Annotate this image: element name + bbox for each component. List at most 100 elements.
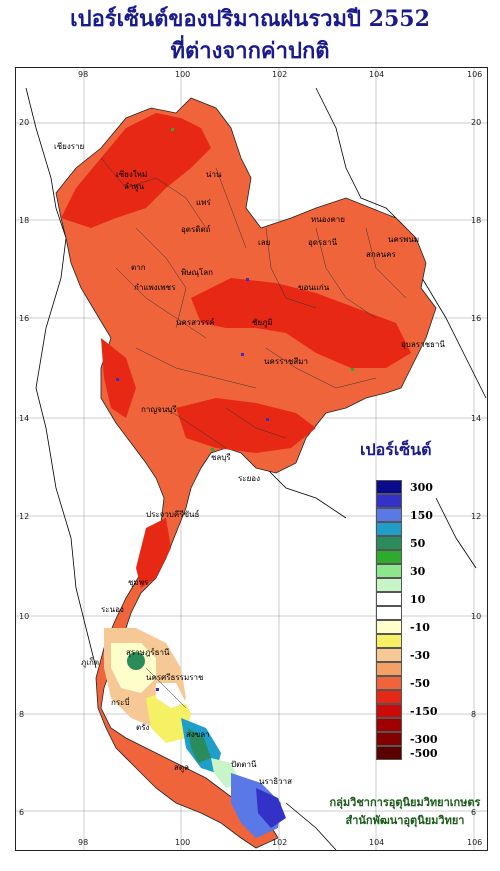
- city-label: กระบี่: [111, 698, 130, 707]
- map-title-line1: เปอร์เซ็นต์ของปริมาณฝนรวมปี 2552: [70, 6, 430, 32]
- city-label: ปัตตานี: [231, 760, 257, 769]
- lon-tick-label: 100: [175, 70, 191, 79]
- rainfall-map: [16, 68, 487, 851]
- lon-tick-label-bottom: 100: [175, 838, 191, 847]
- lat-tick-label-right: 18: [471, 216, 482, 225]
- legend-swatch: [376, 634, 402, 648]
- map-frame: 98 100 102 104 106 98 100 102 104 106 20…: [15, 67, 488, 851]
- legend-label: 50: [410, 537, 426, 550]
- lon-tick-label-bottom: 98: [78, 838, 89, 847]
- credit-line1: กลุ่มวิชาการอุตุนิยมวิทยาเกษตร: [329, 796, 481, 809]
- city-label: สตูล: [174, 763, 189, 772]
- lon-tick-label-bottom: 106: [467, 838, 483, 847]
- legend-swatch: [376, 536, 402, 550]
- province-borders: [100, 157, 407, 709]
- lon-tick-label: 104: [369, 70, 385, 79]
- legend-swatch: [376, 480, 402, 494]
- legend-swatch: [376, 578, 402, 592]
- legend-label: 150: [410, 509, 433, 522]
- legend-swatch: [376, 648, 402, 662]
- city-label: ชุมพร: [128, 578, 149, 587]
- legend-label: 300: [410, 481, 433, 494]
- city-label: นครสวรรค์: [176, 318, 215, 327]
- city-label: ชลบุรี: [211, 453, 231, 462]
- city-label: ประจวบคีรีขันธ์: [146, 510, 200, 519]
- map-title-line2: ที่ต่างจากค่าปกติ: [170, 38, 330, 64]
- legend-swatch: [376, 718, 402, 732]
- legend-label: -10: [410, 621, 430, 634]
- lat-tick-label-right: 10: [471, 612, 482, 621]
- legend-swatch: [376, 522, 402, 536]
- city-label: ระยอง: [238, 474, 260, 483]
- lat-tick-label: 10: [19, 612, 30, 621]
- legend-label: -30: [410, 649, 430, 662]
- lon-tick-label-bottom: 102: [272, 838, 288, 847]
- city-label: สงขลา: [186, 730, 210, 739]
- south-zones: [104, 628, 286, 838]
- legend-label: 30: [410, 565, 426, 578]
- legend-swatch: [376, 494, 402, 508]
- legend-swatch: [376, 704, 402, 718]
- lon-tick-label: 98: [78, 70, 89, 79]
- legend-label: -500: [410, 747, 438, 760]
- lat-tick-label: 14: [19, 414, 30, 423]
- legend-swatch: [376, 550, 402, 564]
- city-label: เชียงราย: [54, 142, 85, 151]
- lat-tick-label-right: 8: [471, 710, 477, 719]
- legend-swatch: [376, 690, 402, 704]
- city-label: สกลนคร: [366, 250, 396, 259]
- legend-swatch: [376, 606, 402, 620]
- legend-swatch: [376, 746, 402, 760]
- city-label: ตรัง: [136, 723, 150, 732]
- city-label: หนองคาย: [311, 215, 345, 224]
- city-label: ลำพูน: [124, 182, 145, 191]
- lat-tick-label: 6: [19, 808, 25, 817]
- lon-tick-label: 102: [272, 70, 288, 79]
- city-label: น่าน: [206, 170, 222, 179]
- lat-tick-label: 12: [19, 512, 30, 521]
- lat-tick-label-right: 20: [471, 118, 482, 127]
- city-label: อุบลราชธานี: [401, 340, 445, 349]
- city-label: กำแพงเพชร: [134, 283, 176, 292]
- city-label: อุตรดิตถ์: [181, 225, 211, 234]
- legend-title: เปอร์เซ็นต์: [360, 440, 432, 459]
- lat-tick-label: 18: [19, 216, 30, 225]
- city-label: อุดรธานี: [308, 238, 338, 247]
- city-label: ตาก: [131, 263, 146, 272]
- legend-label: -300: [410, 733, 438, 746]
- city-label: นครศรีธรรมราช: [146, 673, 204, 682]
- legend-swatch: [376, 508, 402, 522]
- city-label: เชียงใหม่: [116, 170, 148, 179]
- lat-tick-label: 16: [19, 314, 30, 323]
- city-label: สุราษฎร์ธานี: [126, 648, 170, 657]
- city-label: ระนอง: [101, 605, 124, 614]
- lat-tick-label: 20: [19, 118, 30, 127]
- lat-tick-label-right: 12: [471, 512, 482, 521]
- lat-tick-label-right: 14: [471, 414, 482, 423]
- city-label: เลย: [258, 238, 271, 247]
- lat-tick-label-right: 6: [471, 808, 477, 817]
- city-label: พิษณุโลก: [181, 268, 214, 277]
- legend-swatch: [376, 564, 402, 578]
- city-label: นครพนม: [388, 235, 420, 244]
- credit-line2: สำนักพัฒนาอุตุนิยมวิทยา: [345, 814, 465, 827]
- legend-swatch: [376, 676, 402, 690]
- station-markers: [116, 128, 354, 691]
- legend-label: -150: [410, 705, 438, 718]
- legend-swatch: [376, 620, 402, 634]
- legend-swatch: [376, 732, 402, 746]
- city-label: นราธิวาส: [259, 777, 293, 786]
- lat-tick-label: 8: [19, 710, 25, 719]
- lon-tick-label-bottom: 104: [369, 838, 385, 847]
- legend-label: -50: [410, 677, 430, 690]
- lon-tick-label: 106: [467, 70, 483, 79]
- city-label: ภูเก็ต: [81, 658, 100, 667]
- city-label: นครราชสีมา: [264, 357, 308, 366]
- legend-swatch: [376, 662, 402, 676]
- city-label: ขอนแก่น: [298, 283, 330, 292]
- lat-tick-label-right: 16: [471, 314, 482, 323]
- city-label: แพร่: [196, 198, 211, 207]
- legend-label: 10: [410, 593, 426, 606]
- city-label: กาญจนบุรี: [141, 405, 177, 414]
- legend-swatch: [376, 592, 402, 606]
